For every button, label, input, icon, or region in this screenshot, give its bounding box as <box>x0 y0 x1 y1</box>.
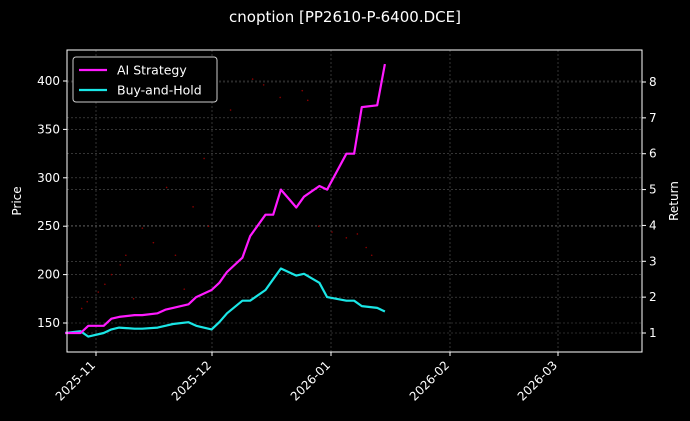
svg-text:2025-12: 2025-12 <box>169 358 214 403</box>
y2-axis-label: Return <box>667 181 681 221</box>
series-line <box>65 63 386 335</box>
svg-text:200: 200 <box>37 268 60 282</box>
svg-text:350: 350 <box>37 122 60 136</box>
svg-text:5: 5 <box>649 183 657 197</box>
svg-text:400: 400 <box>37 74 60 88</box>
svg-text:1: 1 <box>649 326 657 340</box>
svg-text:150: 150 <box>37 316 60 330</box>
svg-text:Buy-and-Hold: Buy-and-Hold <box>117 83 202 98</box>
svg-text:3: 3 <box>649 254 657 268</box>
svg-text:7: 7 <box>649 111 657 125</box>
y-axis-left: 150 200 250 300 350 400 <box>37 74 67 330</box>
y-axis-right: 1 2 3 4 5 6 7 8 <box>642 75 657 340</box>
y-axis-label: Price <box>10 186 24 215</box>
chart-title: cnoption [PP2610-P-6400.DCE] <box>229 8 461 26</box>
price-scatter <box>80 78 373 310</box>
svg-text:2026-03: 2026-03 <box>515 358 560 403</box>
x-axis: 2025-11 2025-12 2026-01 2026-02 2026-03 <box>53 352 560 404</box>
svg-text:8: 8 <box>649 75 657 89</box>
svg-text:2025-11: 2025-11 <box>53 358 98 403</box>
svg-text:4: 4 <box>649 218 657 232</box>
svg-text:2026-01: 2026-01 <box>288 358 333 403</box>
svg-text:AI Strategy: AI Strategy <box>117 63 187 78</box>
svg-text:2026-02: 2026-02 <box>407 358 452 403</box>
svg-text:6: 6 <box>649 147 657 161</box>
legend: AI Strategy Buy-and-Hold <box>72 56 218 103</box>
plot-frame <box>66 49 643 353</box>
svg-text:300: 300 <box>37 171 60 185</box>
series-line <box>65 267 386 338</box>
svg-text:250: 250 <box>37 219 60 233</box>
svg-text:2: 2 <box>649 290 657 304</box>
